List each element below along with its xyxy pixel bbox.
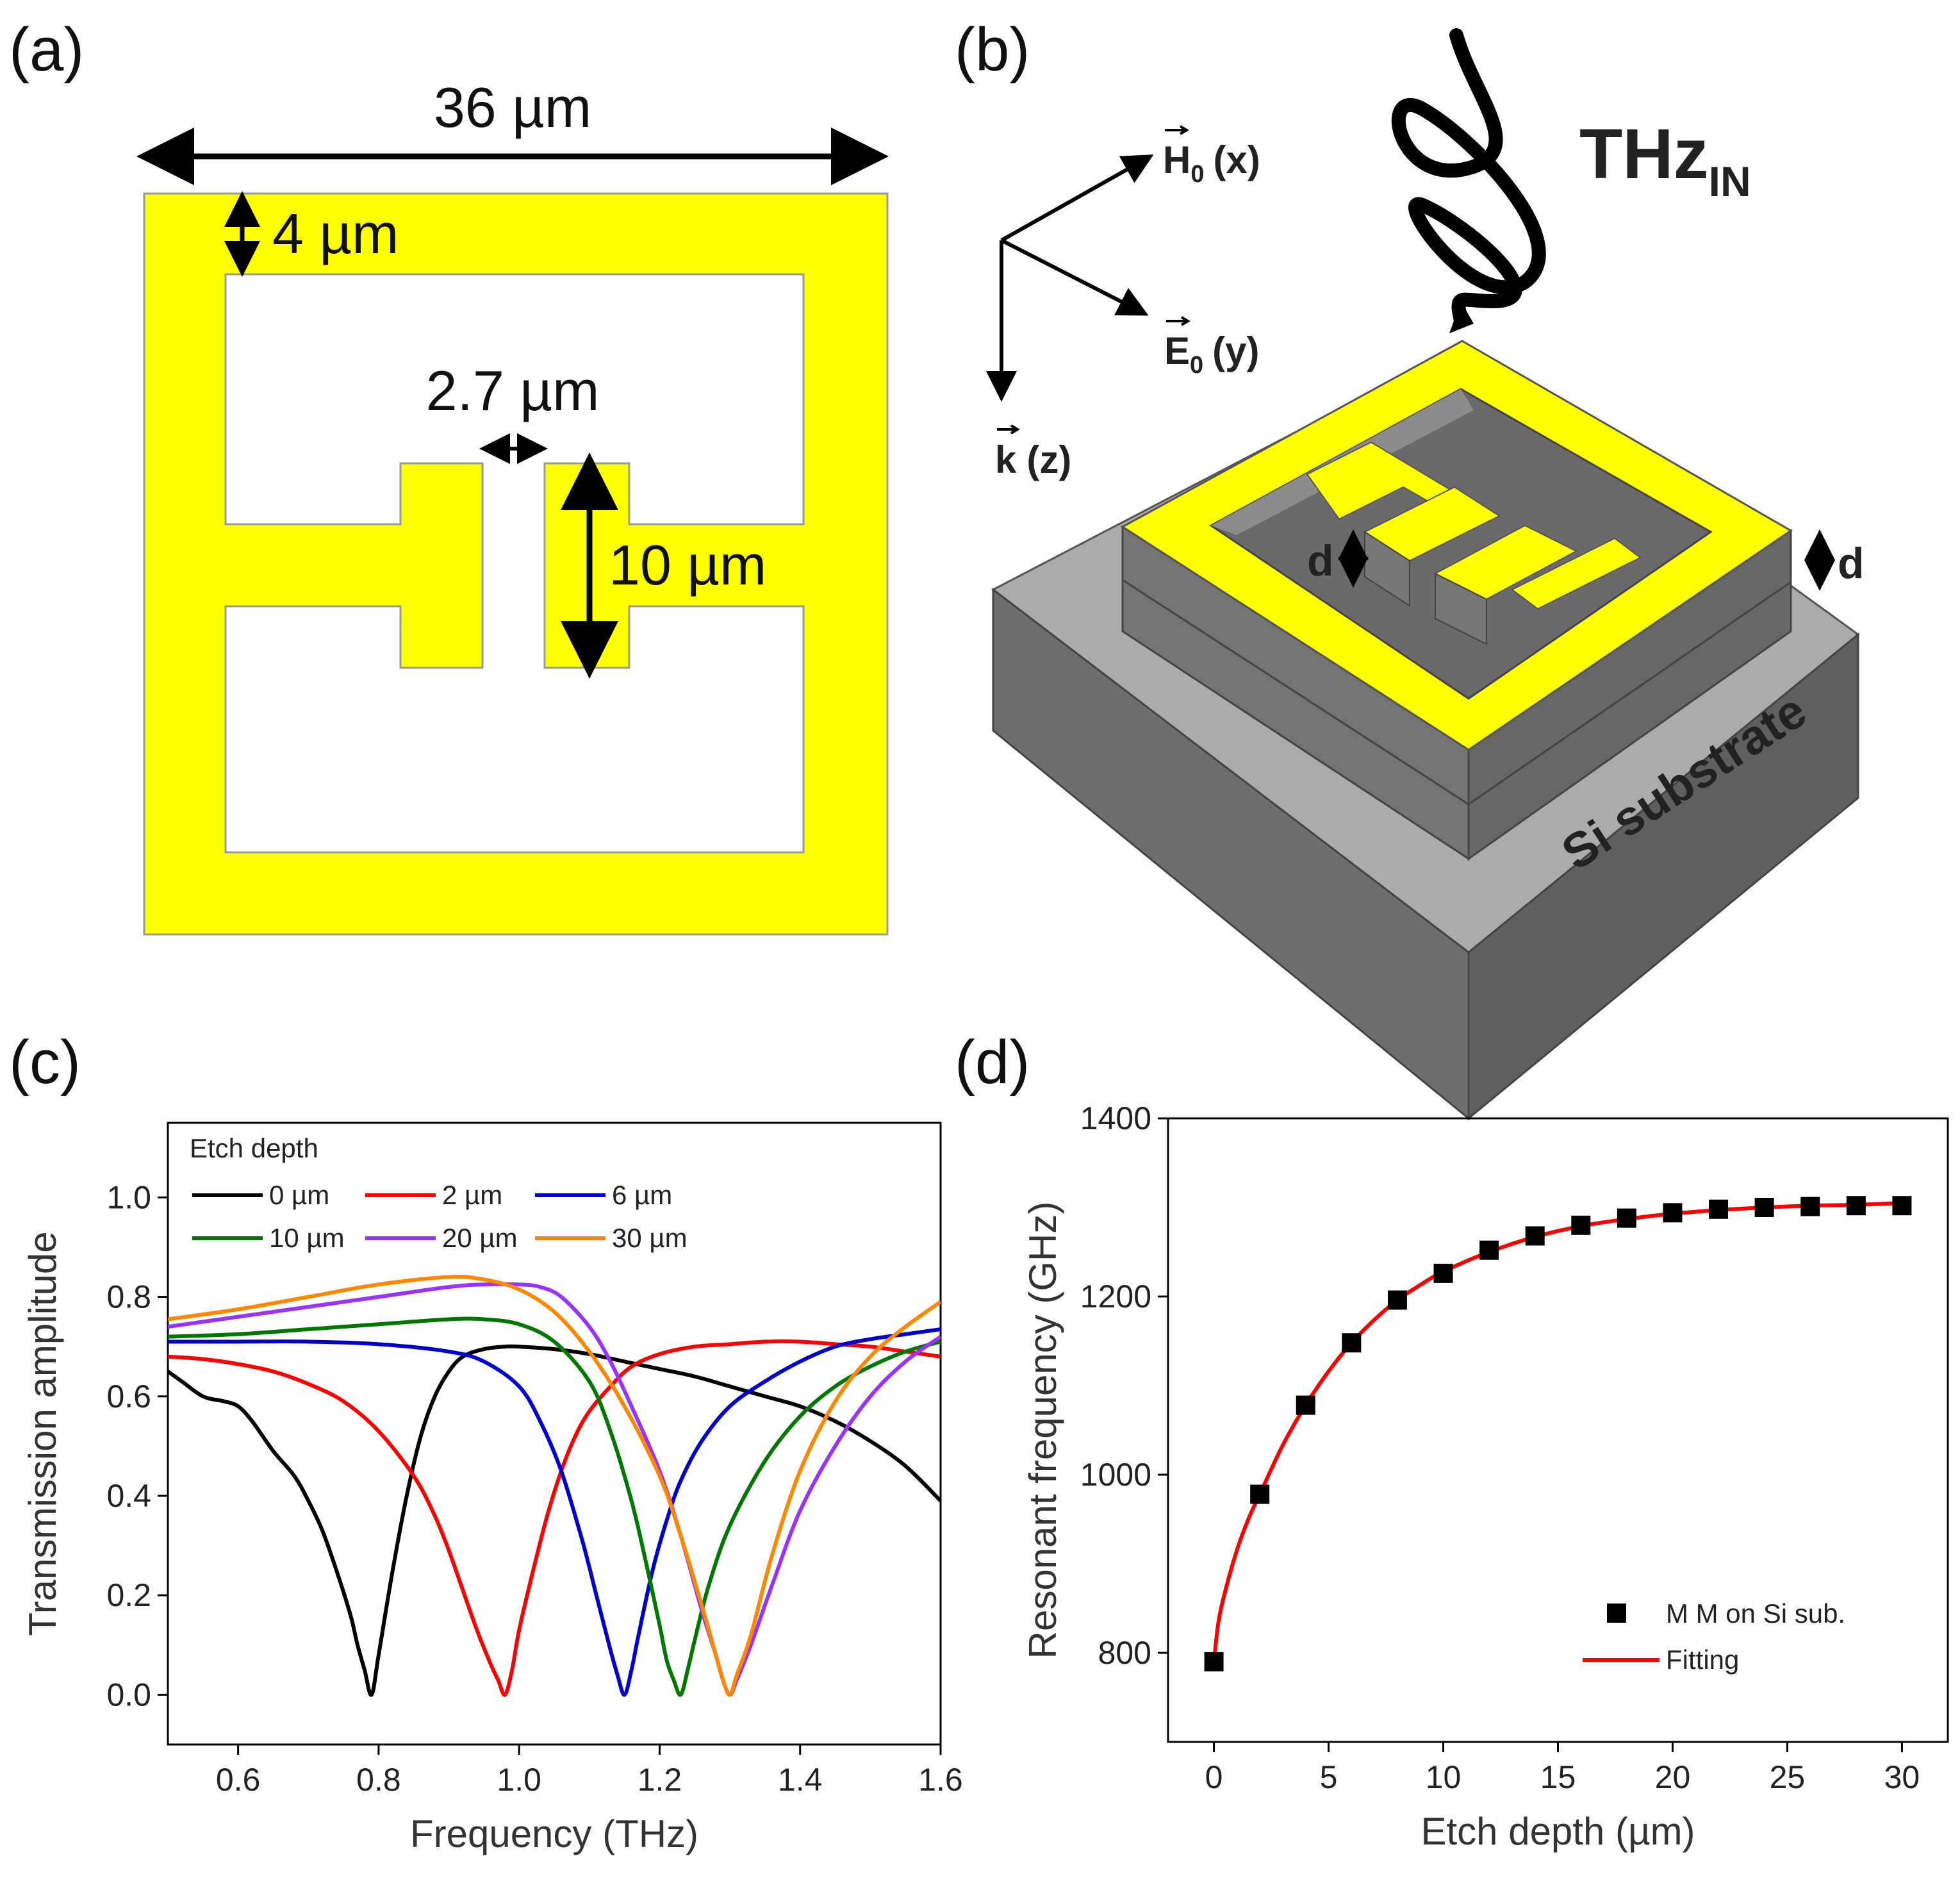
y-tick-label: 1000 xyxy=(1080,1457,1151,1493)
x-tick-label: 1.6 xyxy=(918,1762,963,1798)
data-point xyxy=(1709,1199,1729,1219)
chart-transmission: 0.6 0.8 1.0 1.2 1.4 1.6 0.0 0.2 0.4 0.6 0.8 1.0 Freq… xyxy=(21,1122,963,1855)
thz-in-label: THzIN xyxy=(1579,115,1751,205)
metamaterial-3d xyxy=(1121,340,1793,751)
pedestal-edge-right xyxy=(1468,581,1791,806)
series-line xyxy=(1212,1201,1902,1662)
substrate-right-face xyxy=(1467,632,1859,1121)
width-dimension-label: 36 µm xyxy=(434,76,591,139)
data-point xyxy=(1617,1208,1636,1228)
y-tick-label: 800 xyxy=(1098,1635,1151,1671)
pad-dimension-label: 10 µm xyxy=(609,533,766,597)
series-line xyxy=(168,1316,941,1697)
legend-label: 6 µm xyxy=(612,1180,672,1210)
data-point xyxy=(1754,1198,1774,1217)
e-field-arrow xyxy=(1000,238,1149,316)
lower-arm xyxy=(1511,537,1642,610)
right-pad-side xyxy=(1435,572,1487,645)
data-point xyxy=(1204,1652,1224,1671)
legend-label: Fitting xyxy=(1666,1645,1739,1675)
y-tick-label: 0.8 xyxy=(106,1279,151,1315)
x-axis-label: Etch depth (µm) xyxy=(1421,1810,1695,1853)
x-tick-label: 30 xyxy=(1884,1759,1920,1795)
thz-wave xyxy=(1391,28,1546,327)
split-ring-resonator xyxy=(143,192,889,936)
data-point xyxy=(1479,1240,1499,1260)
legend-title: Etch depth xyxy=(190,1133,318,1163)
h-field-arrow xyxy=(1000,154,1154,242)
y-tick-label: 0.2 xyxy=(106,1577,151,1613)
plot-frame xyxy=(167,1122,942,1746)
x-tick-label: 20 xyxy=(1655,1759,1691,1795)
e-field-label: E0 (y) xyxy=(1164,329,1260,379)
h-vector-mark xyxy=(1165,125,1189,135)
y-tick-label: 1.0 xyxy=(106,1179,151,1215)
series-line xyxy=(168,1344,941,1697)
data-point xyxy=(1250,1484,1270,1504)
k-vector-mark xyxy=(997,424,1020,435)
legend-label: 30 µm xyxy=(612,1223,688,1253)
x-tick-label: 25 xyxy=(1770,1759,1806,1795)
data-point xyxy=(1342,1333,1362,1353)
panel-c-label: (c) xyxy=(9,1028,81,1097)
series-line xyxy=(168,1327,941,1697)
data-point xyxy=(1892,1196,1912,1216)
data-point xyxy=(1433,1263,1453,1283)
x-tick-label: 1.2 xyxy=(638,1762,682,1798)
y-tick-label: 0.6 xyxy=(106,1379,151,1414)
d-label-inner: d xyxy=(1307,536,1334,585)
legend-label: 0 µm xyxy=(269,1180,329,1210)
panel-b-label: (b) xyxy=(955,15,1030,84)
data-point xyxy=(1387,1290,1407,1310)
d-label-outer: d xyxy=(1838,539,1865,588)
data-point xyxy=(1525,1226,1545,1246)
x-tick-label: 15 xyxy=(1540,1759,1576,1795)
x-tick-label: 1.0 xyxy=(497,1762,541,1798)
panel-d-label: (d) xyxy=(955,1028,1030,1097)
legend-label: 20 µm xyxy=(442,1223,518,1253)
panel-b: (b) H0 (x) E0 (y) k (z) THzIN xyxy=(955,15,1865,1121)
y-tick-label: 1400 xyxy=(1080,1100,1151,1136)
x-tick-label: 0 xyxy=(1205,1759,1223,1795)
h-field-label: H0 (x) xyxy=(1163,138,1260,188)
data-point xyxy=(1296,1395,1315,1415)
y-tick-label: 0.4 xyxy=(106,1478,151,1514)
coordinate-axes: H0 (x) E0 (y) k (z) xyxy=(986,125,1260,481)
panel-a-label: (a) xyxy=(9,15,84,84)
x-tick-label: 0.6 xyxy=(216,1762,261,1798)
x-axis-label: Frequency (THz) xyxy=(410,1812,698,1855)
data-point xyxy=(1846,1196,1866,1216)
legend-label: 10 µm xyxy=(269,1223,345,1253)
legend-label: M M on Si sub. xyxy=(1666,1598,1845,1628)
x-tick-label: 1.4 xyxy=(778,1762,823,1798)
x-tick-label: 0.8 xyxy=(356,1762,401,1798)
y-tick-label: 1200 xyxy=(1080,1279,1151,1314)
plot-area xyxy=(1212,1201,1902,1662)
gap-dimension-label: 2.7 µm xyxy=(426,359,600,422)
data-point xyxy=(1663,1203,1683,1223)
data-point xyxy=(1800,1197,1820,1216)
legend-swatch xyxy=(1607,1603,1626,1623)
thz-wave-arrowhead xyxy=(1449,301,1474,333)
chart-resonant-frequency: 0 5 10 15 20 25 30 800 1000 1200 1400 Etch depth (µ… xyxy=(1021,1100,1949,1853)
panel-a: (a) 36 µm 4 µm 2.7 µm 10 µm xyxy=(9,15,889,936)
plot-frame xyxy=(1167,1117,1949,1743)
y-axis-label: Transmission amplitude xyxy=(21,1231,64,1636)
y-axis-label: Resonant frequency (GHz) xyxy=(1021,1202,1064,1659)
k-vector-label: k (z) xyxy=(995,438,1071,481)
pedestal-edge xyxy=(1122,579,1469,806)
x-tick-label: 10 xyxy=(1426,1759,1462,1795)
y-tick-label: 0.0 xyxy=(106,1677,151,1712)
series-line xyxy=(168,1339,941,1697)
e-vector-mark xyxy=(1166,316,1190,326)
data-point xyxy=(1571,1215,1591,1235)
thickness-dimension-label: 4 µm xyxy=(272,202,399,265)
plot-area xyxy=(168,1275,941,1697)
x-tick-label: 5 xyxy=(1320,1759,1338,1795)
legend-label: 2 µm xyxy=(442,1180,502,1210)
series-line xyxy=(168,1275,941,1697)
